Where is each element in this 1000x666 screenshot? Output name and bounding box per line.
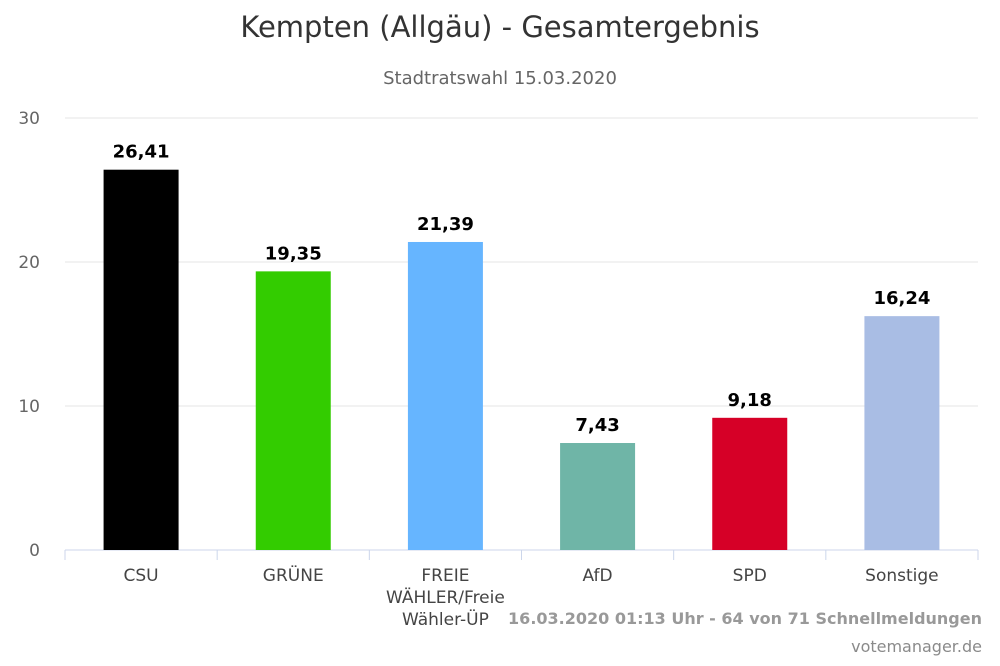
x-tick-label: GRÜNE: [263, 564, 324, 586]
x-tick-label: SPD: [733, 566, 767, 586]
data-label: 26,41: [113, 142, 170, 163]
chart-subtitle: Stadtratswahl 15.03.2020: [383, 68, 617, 89]
footer-timestamp: 16.03.2020 01:13 Uhr - 64 von 71 Schnell…: [508, 609, 982, 628]
y-tick-label: 20: [18, 253, 40, 273]
bar: [407, 241, 483, 550]
data-label: 21,39: [417, 214, 474, 235]
x-tick-label: AfD: [583, 566, 613, 586]
bar: [560, 443, 636, 550]
bar: [103, 169, 179, 551]
x-tick-label: FREIE: [421, 566, 469, 586]
y-tick-label: 30: [18, 109, 40, 129]
bar: [712, 417, 788, 550]
data-label: 16,24: [873, 288, 930, 309]
footer-source[interactable]: votemanager.de: [851, 637, 982, 656]
y-tick-label: 10: [18, 397, 40, 417]
y-tick-label: 0: [29, 541, 40, 561]
data-label: 7,43: [575, 415, 619, 436]
x-tick-label: Sonstige: [865, 566, 938, 586]
bar: [255, 271, 331, 550]
data-label: 9,18: [728, 390, 772, 411]
x-tick-label: WÄHLER/Freie: [386, 587, 505, 608]
chart-title: Kempten (Allgäu) - Gesamtergebnis: [240, 10, 760, 44]
data-label: 19,35: [265, 243, 322, 264]
x-tick-label: Wähler-ÜP: [402, 608, 489, 630]
x-tick-label: CSU: [124, 566, 159, 586]
bar: [864, 316, 940, 550]
